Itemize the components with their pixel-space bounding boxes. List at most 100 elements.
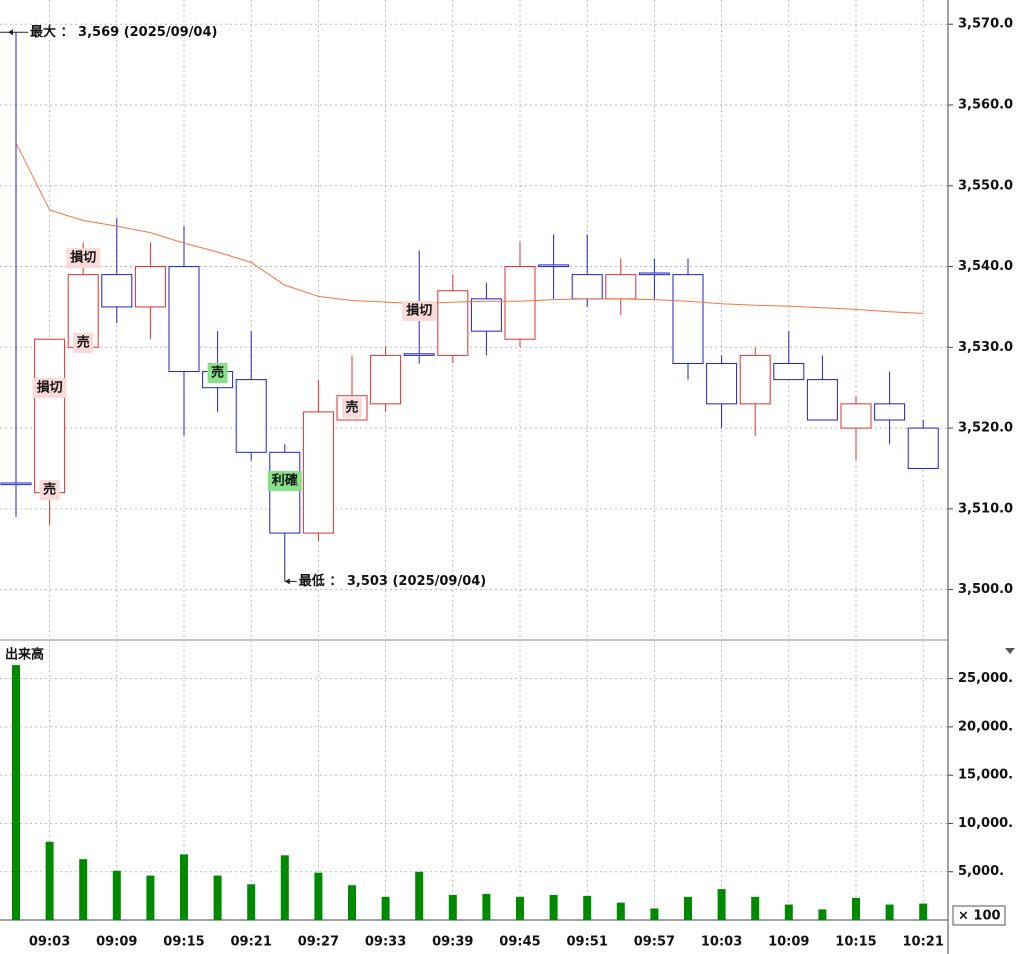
x-tick-label: 10:15 bbox=[835, 935, 876, 950]
y-tick-label: 3,570.0 bbox=[958, 17, 1013, 32]
signal-label: 利確 bbox=[272, 473, 298, 489]
x-tick-label: 09:03 bbox=[29, 935, 70, 950]
candle-body bbox=[235, 379, 267, 453]
volume-bar bbox=[415, 871, 424, 920]
x-tick-label: 09:45 bbox=[499, 935, 540, 950]
volume-bar bbox=[247, 884, 256, 920]
candle-body bbox=[773, 362, 805, 381]
candle-body bbox=[302, 411, 334, 534]
candle-body bbox=[571, 274, 603, 300]
arrow-head bbox=[284, 578, 290, 585]
volume-bar bbox=[45, 841, 54, 920]
x-tick-label: 09:33 bbox=[365, 935, 406, 950]
signal-label: 売 bbox=[77, 335, 90, 351]
candle-body bbox=[874, 403, 906, 421]
x-tick-label: 09:21 bbox=[231, 935, 272, 950]
volume-bar bbox=[784, 904, 793, 920]
volume-bar bbox=[280, 855, 289, 920]
candle-body bbox=[0, 482, 32, 486]
volume-bar bbox=[180, 854, 188, 920]
y-tick-label: 3,550.0 bbox=[958, 178, 1013, 193]
x-tick-label: 09:39 bbox=[432, 935, 473, 950]
panel-menu[interactable] bbox=[1005, 648, 1015, 654]
candle-body bbox=[168, 266, 200, 373]
signal-label: 損切 bbox=[70, 250, 96, 266]
volume-bar bbox=[919, 903, 928, 920]
volume-bar bbox=[112, 870, 121, 920]
volume-bar bbox=[213, 875, 222, 920]
volume-bar bbox=[314, 872, 323, 920]
volume-bar bbox=[885, 904, 894, 920]
candle-body bbox=[806, 379, 838, 421]
signal-badge bbox=[207, 363, 228, 383]
volume-title: 出来高 bbox=[5, 647, 44, 663]
signal-badge bbox=[267, 471, 302, 491]
volume-bar bbox=[146, 875, 155, 920]
volume-unit: × 100 bbox=[958, 909, 1001, 924]
x-tick-label: 09:51 bbox=[567, 935, 608, 950]
volume-bar bbox=[818, 909, 827, 920]
candle-body bbox=[538, 264, 570, 268]
candle-body bbox=[706, 362, 738, 405]
y-tick-label: 15,000. bbox=[958, 768, 1013, 783]
moving-average bbox=[15, 142, 924, 314]
signal-badge bbox=[402, 301, 437, 321]
max-label: 最大 ： 3,569 (2025/09/04) bbox=[30, 24, 217, 40]
x-tick-label: 10:09 bbox=[768, 935, 809, 950]
signal-label: 売 bbox=[211, 365, 224, 381]
candle-body bbox=[403, 353, 435, 356]
volume-bar bbox=[650, 908, 659, 920]
candle-body bbox=[101, 274, 133, 308]
volume-bar bbox=[684, 896, 692, 920]
y-tick-label: 3,530.0 bbox=[958, 340, 1013, 355]
candle-body bbox=[504, 266, 536, 340]
candle-body bbox=[907, 427, 939, 469]
signal-badge bbox=[73, 333, 94, 353]
x-tick-label: 09:27 bbox=[298, 935, 339, 950]
signal-label: 損切 bbox=[37, 380, 63, 396]
candle-body bbox=[739, 354, 771, 405]
x-tick-label: 09:15 bbox=[163, 935, 204, 950]
y-tick-label: 3,540.0 bbox=[958, 259, 1013, 274]
unit-box bbox=[952, 905, 1006, 926]
signal-badge bbox=[39, 480, 60, 500]
candle-body bbox=[34, 338, 66, 494]
x-tick-label: 10:21 bbox=[903, 935, 944, 950]
volume-bar bbox=[717, 889, 726, 920]
x-tick-label: 10:03 bbox=[701, 935, 742, 950]
candle-body bbox=[672, 274, 704, 364]
y-tick-label: 10,000. bbox=[958, 816, 1013, 831]
y-tick-label: 5,000. bbox=[958, 864, 1004, 879]
signal-badge bbox=[66, 248, 101, 268]
min-label: 最低 ： 3,503 (2025/09/04) bbox=[299, 573, 486, 589]
volume-bar bbox=[516, 896, 524, 920]
volume-bar bbox=[751, 896, 760, 920]
y-tick-label: 20,000. bbox=[958, 719, 1013, 734]
volume-bar bbox=[348, 885, 356, 920]
volume-bar bbox=[583, 895, 592, 920]
candle-body bbox=[638, 272, 670, 276]
candle-body bbox=[605, 274, 637, 300]
volume-bar bbox=[448, 894, 457, 920]
volume-bar bbox=[79, 859, 88, 920]
candle-body bbox=[437, 290, 469, 356]
volume-bar bbox=[482, 893, 491, 920]
x-tick-label: 09:57 bbox=[634, 935, 675, 950]
signal-badge bbox=[342, 398, 362, 418]
volume-bar bbox=[549, 894, 558, 920]
arrow-head bbox=[8, 29, 13, 36]
candle-body bbox=[134, 266, 166, 308]
y-tick-label: 3,500.0 bbox=[958, 582, 1013, 597]
candle-body bbox=[269, 451, 301, 534]
volume-bar bbox=[616, 902, 625, 920]
signal-badge bbox=[32, 378, 67, 398]
y-tick-label: 3,560.0 bbox=[958, 98, 1013, 113]
y-tick-label: 3,510.0 bbox=[958, 501, 1013, 516]
x-tick-label: 09:09 bbox=[96, 935, 137, 950]
signal-label: 売 bbox=[345, 400, 358, 416]
y-tick-label: 25,000. bbox=[958, 671, 1013, 686]
candle-body bbox=[470, 298, 502, 332]
volume-bar bbox=[852, 897, 860, 920]
